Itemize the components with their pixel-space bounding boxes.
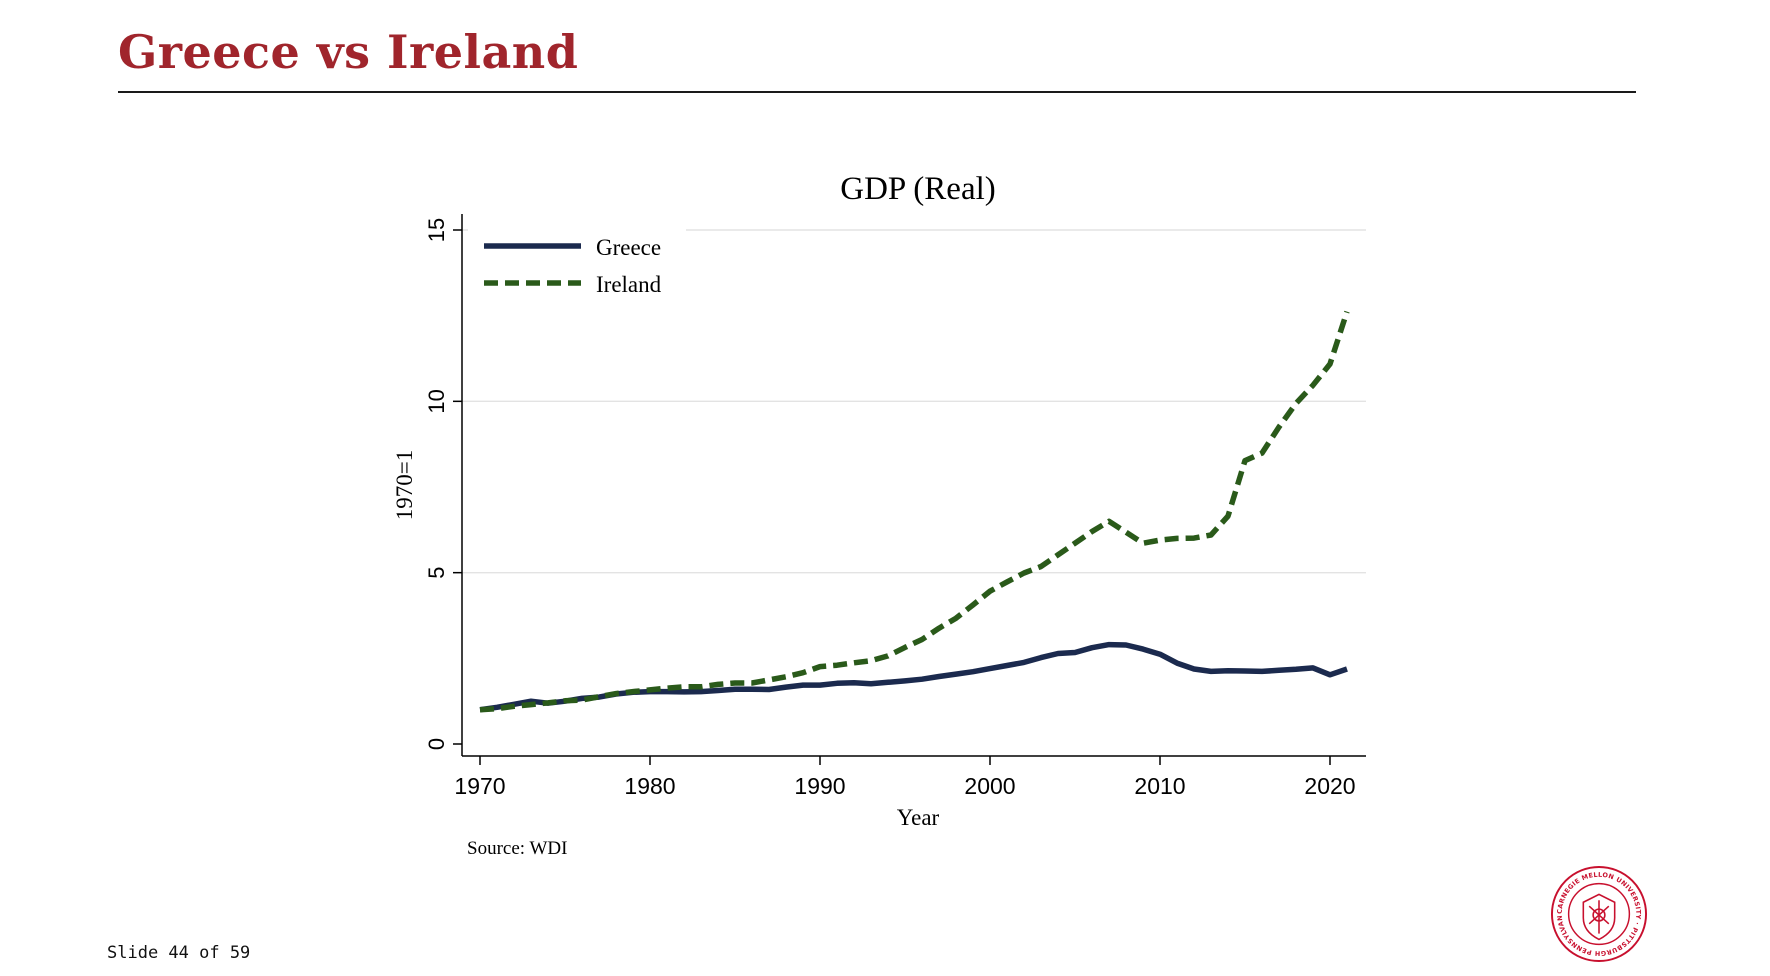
axes: 0 5 10 15 1970 1980 1990 2000 2010 2020	[424, 214, 1366, 799]
chart-title: GDP (Real)	[840, 171, 996, 207]
y-axis-label: 1970=1	[392, 450, 417, 520]
legend: Greece Ireland	[484, 235, 662, 297]
legend-label-ireland: Ireland	[596, 272, 662, 297]
y-tick-label-10: 10	[424, 389, 449, 413]
title-divider	[118, 91, 1636, 93]
series-lines	[479, 310, 1350, 713]
x-tick-label-1970: 1970	[454, 773, 505, 799]
legend-label-greece: Greece	[596, 235, 661, 260]
x-tick-label-2020: 2020	[1304, 773, 1355, 799]
slide-title: Greece vs Ireland	[118, 25, 579, 79]
x-tick-label-1990: 1990	[794, 773, 845, 799]
x-axis-label: Year	[897, 805, 940, 830]
y-tick-label-15: 15	[424, 218, 449, 242]
series-line-greece	[479, 641, 1348, 713]
y-tick-label-5: 5	[424, 567, 449, 579]
x-tick-label-1980: 1980	[624, 773, 675, 799]
source-note: Source: WDI	[467, 838, 568, 859]
x-tick-label-2010: 2010	[1134, 773, 1185, 799]
slide-counter: Slide 44 of 59	[107, 943, 251, 963]
legend-box	[468, 224, 686, 306]
y-tick-label-0: 0	[424, 738, 449, 750]
series-line-ireland	[479, 310, 1350, 713]
cmu-seal-logo: CARNEGIE MELLON UNIVERSITY · PITTSBURGH …	[1550, 865, 1648, 963]
x-tick-label-2000: 2000	[964, 773, 1015, 799]
